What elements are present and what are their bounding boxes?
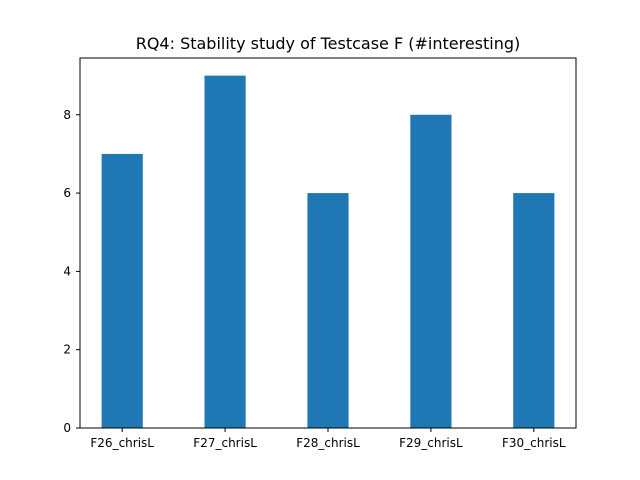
bar-F29_chrisL (410, 114, 452, 429)
plot-frame (79, 57, 577, 429)
x-tick-label: F28_chrisL (296, 436, 360, 450)
bar-F26_chrisL (101, 153, 143, 428)
x-tick-label: F29_chrisL (399, 436, 463, 450)
x-tick-label: F26_chrisL (90, 436, 154, 450)
x-tick-label: F30_chrisL (502, 436, 566, 450)
y-axis: 0 2 4 6 8 (63, 108, 80, 435)
y-tick-label: 0 (63, 421, 71, 435)
y-tick-label: 6 (63, 186, 71, 200)
bars-group (101, 75, 555, 429)
y-tick-label: 4 (63, 264, 71, 278)
y-tick-label: 8 (63, 108, 71, 122)
x-axis: F26_chrisL F27_chrisL F28_chrisL F29_chrisL… (90, 428, 566, 450)
bar-F27_chrisL (204, 75, 246, 429)
bar-F30_chrisL (513, 193, 555, 428)
bar-F28_chrisL (307, 193, 349, 428)
x-tick-label: F27_chrisL (193, 436, 257, 450)
y-tick-label: 2 (63, 343, 71, 357)
chart-title: RQ4: Stability study of Testcase F (#int… (136, 34, 521, 53)
